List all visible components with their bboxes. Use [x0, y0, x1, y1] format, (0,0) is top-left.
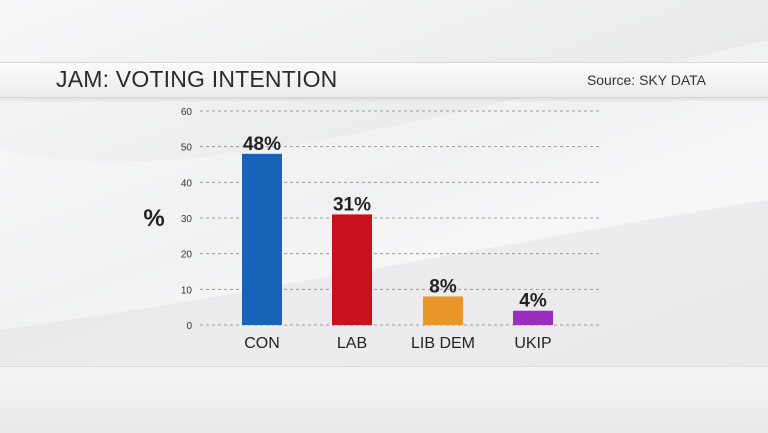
bars: [242, 153, 553, 325]
value-label: 4%: [519, 291, 547, 312]
value-label: 31%: [333, 194, 371, 215]
y-axis-label: %: [143, 205, 164, 232]
y-tick-label: 0: [186, 321, 192, 332]
footer-bar: [0, 366, 768, 433]
y-tick-label: 30: [181, 214, 193, 225]
y-tick-label: 60: [181, 107, 193, 118]
title-bar: [0, 62, 768, 98]
y-tick-label: 20: [181, 250, 193, 261]
category-label: CON: [244, 335, 280, 352]
y-tick-label: 10: [181, 285, 193, 296]
value-label: 8%: [429, 276, 457, 297]
category-label: UKIP: [514, 335, 551, 352]
chart-title: JAM: VOTING INTENTION: [56, 66, 338, 92]
category-label: LAB: [337, 335, 367, 352]
source-label: Source: SKY DATA: [586, 72, 706, 88]
x-axis-categories: CON LAB LIB DEM UKIP: [244, 335, 551, 352]
bar-con: [242, 153, 282, 325]
y-axis-ticks: 0 10 20 30 40 50 60: [181, 107, 193, 332]
bar-ukip: [513, 310, 553, 325]
bar-lab: [332, 214, 372, 325]
value-labels: 48% 31% 8% 4%: [243, 134, 547, 312]
bar-lib-dem: [423, 296, 463, 325]
category-label: LIB DEM: [411, 335, 475, 352]
value-label: 48%: [243, 134, 281, 155]
y-tick-label: 40: [181, 178, 193, 189]
y-tick-label: 50: [181, 143, 193, 154]
